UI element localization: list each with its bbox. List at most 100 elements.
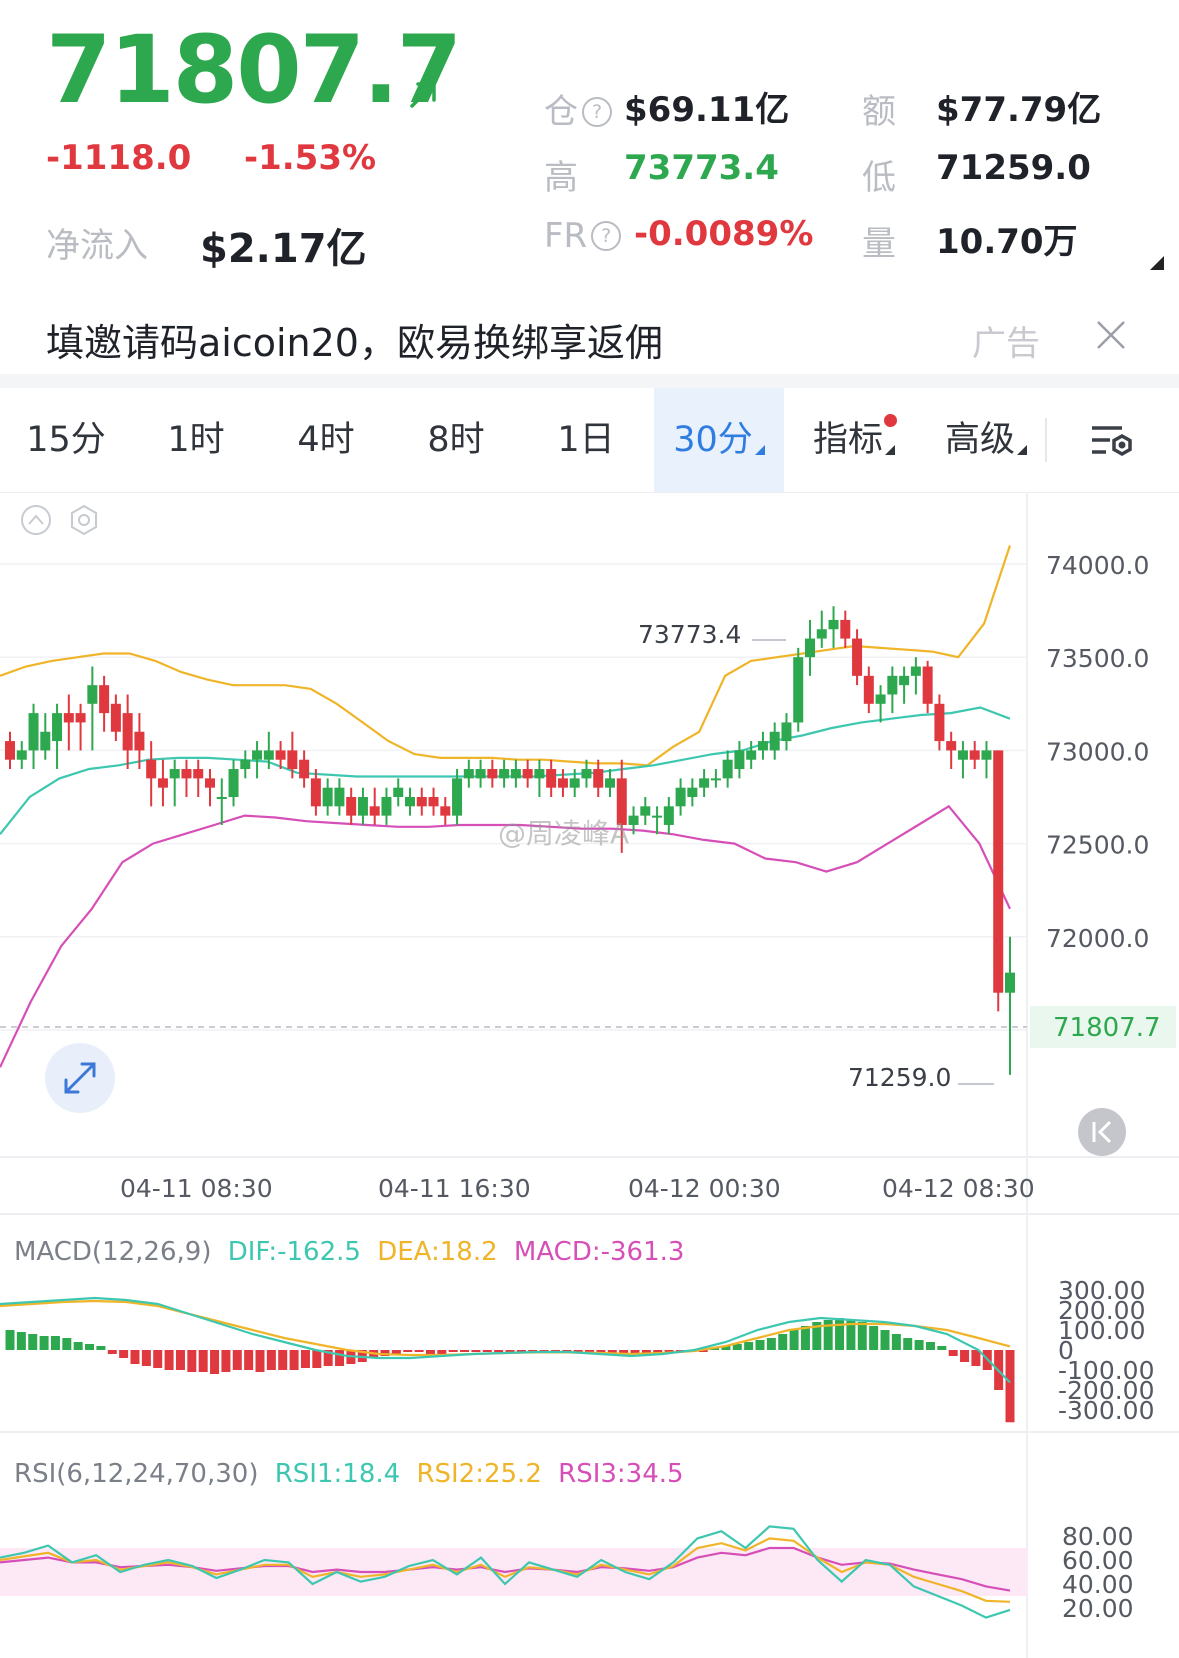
macd-bar [300,1350,310,1368]
macd-bar [971,1350,981,1366]
candle [946,731,957,770]
netflow-label: 净流入 [46,226,148,266]
candle [181,759,192,797]
rsi3-line [0,1546,1011,1592]
macd-bar [244,1350,254,1370]
candle [63,694,74,751]
tab-1d[interactable]: 1日 [557,420,615,460]
macd-bar [766,1338,776,1350]
time-tick-label: 04-11 08:30 [120,1174,273,1203]
macd-bar [119,1350,129,1358]
candle [381,787,392,825]
fullscreen-button[interactable] [45,1043,115,1113]
macd-tick-label: 200.00 [1058,1296,1145,1325]
tab-1h[interactable]: 1时 [167,420,225,460]
candle [134,713,145,770]
last-price-tag: 71807.7 [1053,1013,1161,1043]
low-value: 71259.0 [936,148,1091,188]
tab-4h[interactable]: 4时 [297,420,355,460]
price-gridlines [0,563,1027,1031]
candle [887,666,898,714]
candle [828,606,839,648]
candle [1005,936,1015,1075]
candle [357,787,368,825]
macd-bar [903,1338,913,1350]
watermark: @周凌峰A [498,817,630,850]
candle [510,759,521,788]
candle [28,703,39,770]
time-tick-label: 04-11 16:30 [378,1174,531,1203]
collapse-icon[interactable] [21,505,51,535]
macd-bar [789,1330,799,1350]
funding-rate-label: FR? [544,216,622,256]
high-label: 高 [544,158,578,198]
close-icon[interactable] [1094,318,1128,352]
macd-bar [380,1350,390,1356]
macd-bar [437,1350,447,1354]
macd-bar [755,1340,765,1350]
price-tick-label: 73500.0 [1046,644,1149,673]
candle [428,787,439,816]
volume-value: 10.70万 [936,222,1078,262]
macd-bar [835,1318,845,1350]
macd-bar [471,1350,481,1352]
candle [216,778,227,825]
rsi-tick-label: 60.00 [1062,1546,1134,1575]
candle [557,769,568,797]
candle [805,619,815,676]
help-icon[interactable]: ? [582,97,612,127]
tab-30m[interactable]: 30分 [654,388,784,492]
turnover-value: $77.79亿 [936,90,1102,130]
macd-bar [528,1350,538,1352]
candle [605,769,615,797]
macd-bar [39,1336,49,1350]
macd-bar [721,1346,731,1350]
ad-banner-text[interactable]: 填邀请码aicoin20，欧易换绑享返佣 [46,321,663,365]
tab-8h[interactable]: 8时 [427,420,485,460]
candle [322,778,333,816]
jump-to-end-icon [1092,1120,1112,1144]
macd-bar [164,1350,174,1370]
macd-tick-label: -100.00 [1058,1356,1155,1385]
candle [816,610,827,648]
rsi1-line [0,1525,1011,1619]
macd-bar [232,1350,242,1370]
macd-bar [175,1350,185,1370]
tab-indicators[interactable]: 指标 [794,388,914,492]
candle [193,759,204,797]
candle [52,703,63,770]
macd-bar [1005,1350,1015,1423]
candle [369,787,380,825]
macd-tick-label: 0 [1058,1336,1074,1365]
scroll-to-latest-button[interactable] [1078,1108,1126,1156]
candle [299,750,310,788]
candle [205,769,215,807]
chart-settings-icon[interactable] [1088,420,1136,464]
help-icon[interactable]: ? [591,221,622,251]
candle [122,694,133,770]
bollinger-bands [0,545,1012,1068]
chart-area[interactable]: 74000.073500.073000.072500.072000.071500… [0,492,1179,1658]
upper-band-line [0,545,1012,767]
tabs-bottom-border [0,492,1179,493]
candle [593,759,604,797]
tab-advanced[interactable]: 高级 [926,388,1046,492]
high-marker-label: 73773.4 [638,620,741,649]
settings-hexagon-icon[interactable] [71,504,97,536]
macd-bar [210,1350,220,1374]
turnover-label: 额 [862,92,896,132]
candle [957,741,968,779]
candle [699,769,710,797]
price-tick-label: 74000.0 [1046,551,1149,580]
macd-bar [460,1350,470,1352]
price-tick-label: 72000.0 [1046,924,1149,953]
tab-15m[interactable]: 15分 [26,420,106,460]
candle [75,703,86,751]
expand-corner-icon[interactable] [1150,256,1164,270]
macd-tick-label: 100.00 [1058,1316,1145,1345]
candle [16,741,27,770]
candle [793,647,804,732]
macd-bar [846,1320,856,1350]
macd-bar [96,1346,106,1350]
